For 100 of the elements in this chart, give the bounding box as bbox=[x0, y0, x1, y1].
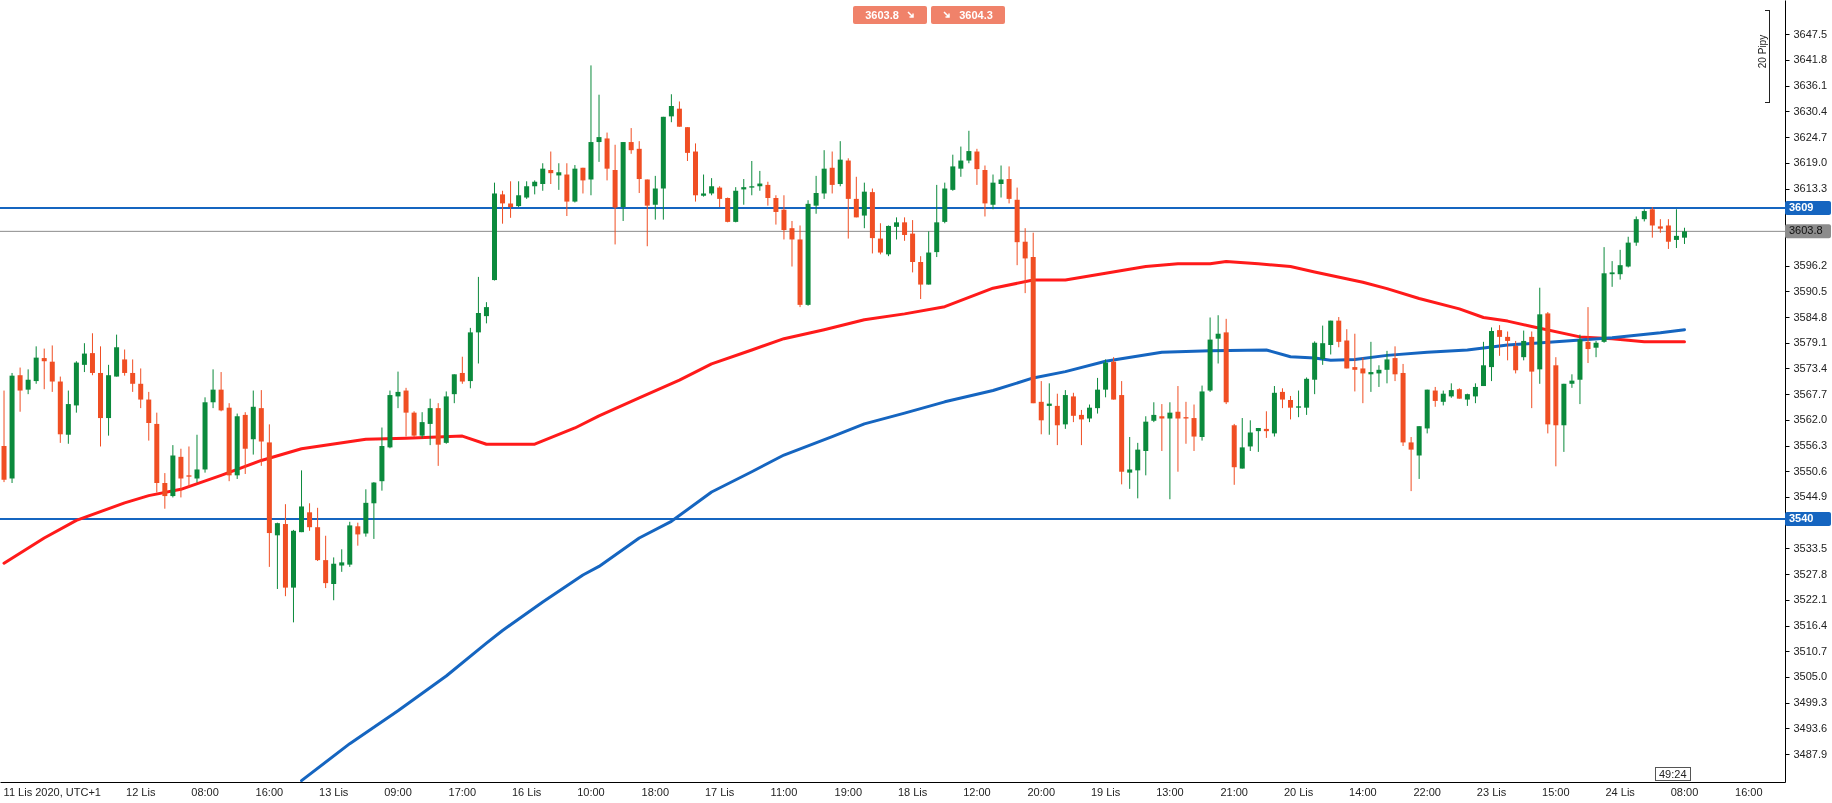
candlestick bbox=[902, 216, 908, 242]
candlestick bbox=[194, 434, 200, 484]
x-tick-label: 16 Lis bbox=[511, 785, 542, 798]
candlestick bbox=[130, 358, 136, 393]
candlestick bbox=[1279, 387, 1285, 409]
candlestick bbox=[877, 222, 883, 255]
x-tick-label: 11 Lis 2020, UTC+1 bbox=[3, 785, 101, 798]
y-tick-label: 3550.6 bbox=[1793, 464, 1828, 477]
x-tick-label: 22:00 bbox=[1413, 785, 1441, 798]
x-tick-label: 15:00 bbox=[1542, 785, 1570, 798]
candlestick bbox=[701, 174, 707, 198]
candlestick bbox=[789, 220, 795, 268]
candlestick bbox=[178, 448, 184, 498]
candlestick bbox=[162, 472, 168, 510]
candlestick bbox=[781, 194, 787, 240]
candlestick bbox=[596, 94, 602, 163]
candlestick bbox=[1609, 260, 1615, 288]
y-tick-label: 3630.4 bbox=[1793, 104, 1828, 117]
candlestick bbox=[990, 174, 996, 210]
candlestick bbox=[548, 151, 554, 185]
y-tick-label: 3636.1 bbox=[1793, 79, 1828, 92]
x-tick-label: 20:00 bbox=[1027, 785, 1056, 798]
candlestick bbox=[1432, 386, 1438, 408]
candlestick bbox=[829, 151, 835, 194]
candlestick bbox=[628, 127, 634, 155]
candlestick bbox=[483, 301, 489, 324]
y-tick-label: 3647.5 bbox=[1793, 27, 1828, 40]
candlestick bbox=[1665, 218, 1671, 250]
candlestick bbox=[122, 349, 128, 377]
ref-line-label: 3603.8 bbox=[1789, 224, 1823, 237]
candlestick bbox=[652, 175, 658, 221]
candlestick bbox=[1127, 436, 1133, 490]
y-tick-label: 3505.0 bbox=[1793, 670, 1828, 683]
candlestick bbox=[17, 367, 23, 413]
x-tick-label: 12:00 bbox=[963, 785, 991, 798]
price-box: 3603.8 bbox=[853, 6, 927, 24]
candlestick bbox=[403, 387, 409, 438]
candlestick bbox=[475, 276, 481, 364]
annotation: 49:24 bbox=[1655, 767, 1691, 781]
candlestick bbox=[1006, 165, 1012, 204]
candlestick bbox=[749, 160, 755, 196]
candlestick bbox=[556, 162, 562, 191]
y-tick-label: 3487.9 bbox=[1793, 747, 1828, 760]
annotation: 20 Pipy bbox=[1756, 33, 1768, 71]
candlestick bbox=[1167, 401, 1173, 500]
candlestick bbox=[958, 146, 964, 178]
candlestick bbox=[1392, 345, 1398, 382]
y-tick-label: 3641.8 bbox=[1793, 53, 1828, 66]
candlestick bbox=[1070, 392, 1076, 423]
candlestick bbox=[451, 373, 457, 404]
x-tick-label: 11:00 bbox=[770, 785, 798, 798]
candlestick bbox=[1151, 401, 1157, 423]
candlestick bbox=[419, 411, 425, 439]
x-tick-label: 13 Lis bbox=[319, 785, 349, 798]
candlestick bbox=[500, 190, 506, 225]
candlestick bbox=[1480, 341, 1486, 387]
candlestick bbox=[81, 342, 87, 373]
candlestick bbox=[1095, 377, 1101, 415]
x-tick-label: 21:00 bbox=[1220, 785, 1248, 798]
candlestick bbox=[323, 535, 329, 589]
candlestick bbox=[459, 356, 465, 385]
x-tick-label: 16:00 bbox=[255, 785, 284, 798]
y-tick-label: 3579.1 bbox=[1793, 336, 1828, 349]
y-tick-label: 3573.4 bbox=[1793, 361, 1828, 374]
y-tick-label: 3590.5 bbox=[1793, 284, 1828, 297]
candlestick bbox=[1360, 357, 1366, 404]
candlestick bbox=[1038, 380, 1044, 435]
candlestick bbox=[146, 391, 152, 442]
y-tick-label: 3584.8 bbox=[1793, 310, 1828, 323]
x-tick-label: 20 Lis bbox=[1283, 785, 1314, 798]
candlestick bbox=[1336, 316, 1342, 348]
candlestick bbox=[1263, 410, 1269, 439]
candlestick bbox=[1183, 401, 1189, 445]
candlestick bbox=[516, 180, 522, 208]
candlestick bbox=[950, 154, 956, 192]
y-tick-label: 3556.3 bbox=[1793, 439, 1828, 452]
candlestick bbox=[411, 410, 417, 438]
candlestick bbox=[1175, 385, 1181, 473]
y-tick-label: 3493.6 bbox=[1793, 721, 1828, 734]
x-tick-label: 16:00 bbox=[1735, 785, 1763, 798]
candlestick bbox=[307, 502, 313, 532]
y-tick-label: 3522.1 bbox=[1793, 593, 1828, 606]
candlestick bbox=[1352, 333, 1358, 392]
candlestick bbox=[33, 345, 39, 385]
candlestick bbox=[1569, 373, 1575, 389]
x-tick-label: 19:00 bbox=[834, 785, 863, 798]
y-tick-label: 3596.2 bbox=[1793, 259, 1828, 272]
candlestick bbox=[210, 368, 216, 409]
y-tick-label: 3533.5 bbox=[1793, 541, 1828, 554]
x-tick-label: 17 Lis bbox=[704, 785, 735, 798]
candlestick bbox=[1046, 382, 1052, 436]
candlestick bbox=[998, 165, 1004, 199]
candlestick bbox=[668, 93, 674, 123]
x-tick-label: 23 Lis bbox=[1476, 785, 1507, 798]
x-tick-label: 14:00 bbox=[1349, 785, 1377, 798]
candlestick bbox=[138, 367, 144, 409]
y-tick-label: 3544.9 bbox=[1793, 490, 1828, 503]
y-tick-label: 3619.0 bbox=[1793, 156, 1828, 169]
candlestick bbox=[49, 344, 55, 393]
candlestick bbox=[1135, 442, 1141, 499]
